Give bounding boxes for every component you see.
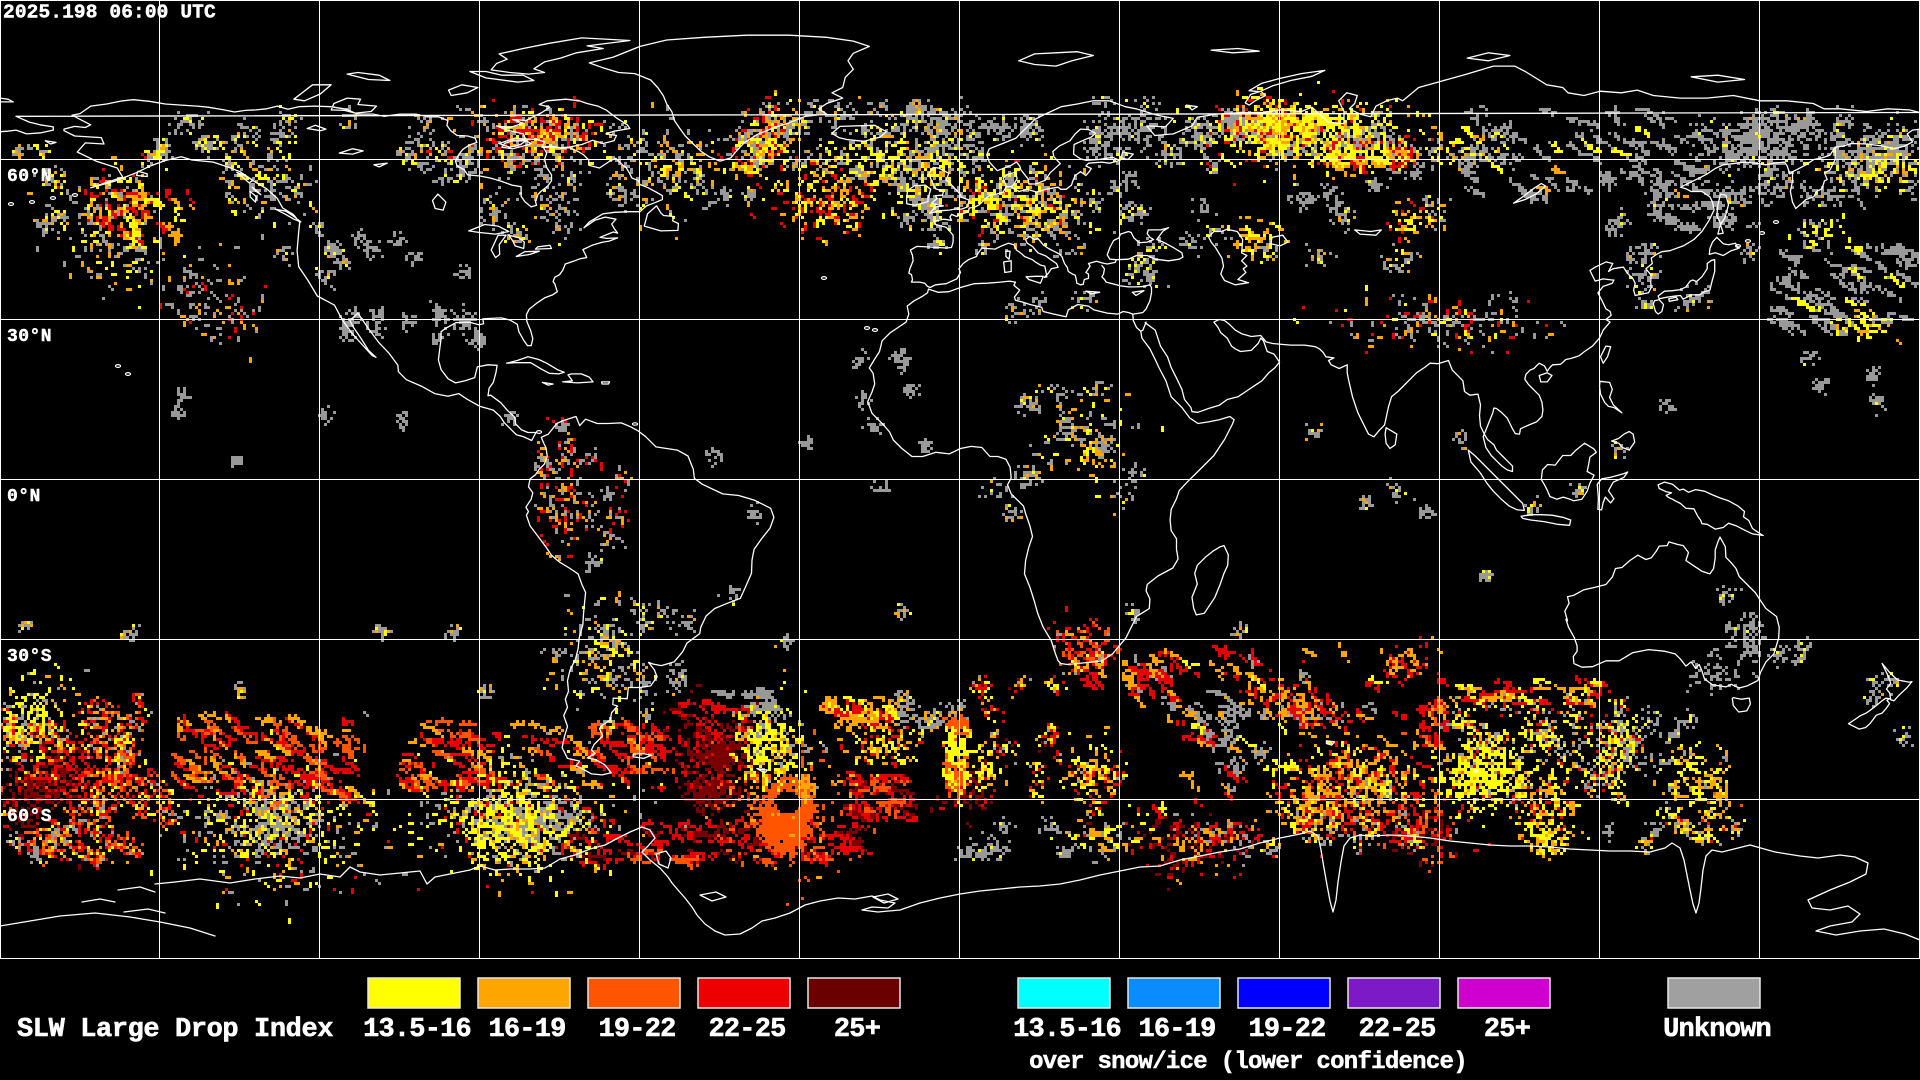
- svg-text:0°N: 0°N: [7, 487, 41, 507]
- svg-text:over snow/ice (lower confidenc: over snow/ice (lower confidence): [1029, 1049, 1467, 1076]
- svg-text:22-25: 22-25: [708, 1015, 785, 1045]
- svg-text:60°N: 60°N: [7, 167, 52, 187]
- svg-text:19-22: 19-22: [598, 1015, 675, 1045]
- svg-text:13.5-16: 13.5-16: [363, 1015, 471, 1045]
- svg-text:19-22: 19-22: [1248, 1015, 1325, 1045]
- svg-text:SLW Large Drop Index: SLW Large Drop Index: [17, 1015, 333, 1045]
- svg-text:13.5-16: 13.5-16: [1013, 1015, 1121, 1045]
- svg-text:2025.198 06:00 UTC: 2025.198 06:00 UTC: [3, 2, 216, 24]
- svg-text:16-19: 16-19: [488, 1015, 565, 1045]
- svg-text:22-25: 22-25: [1358, 1015, 1435, 1045]
- svg-text:25+: 25+: [834, 1015, 880, 1045]
- svg-text:30°S: 30°S: [7, 647, 52, 667]
- svg-text:30°N: 30°N: [7, 327, 52, 347]
- svg-text:Unknown: Unknown: [1663, 1015, 1771, 1045]
- svg-text:25+: 25+: [1484, 1015, 1530, 1045]
- svg-text:60°S: 60°S: [7, 807, 52, 827]
- svg-text:16-19: 16-19: [1138, 1015, 1215, 1045]
